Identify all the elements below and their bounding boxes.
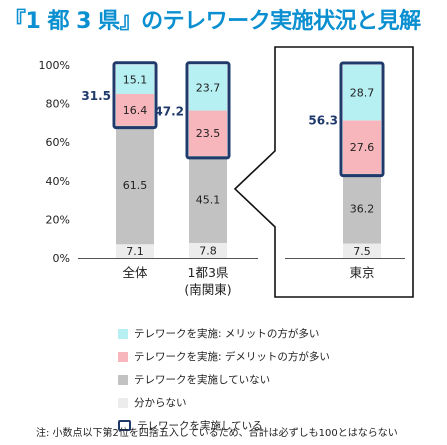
data-label: 27.6 [350, 141, 375, 154]
implemented-outline [339, 61, 385, 178]
x-tick-label: 1都3県 [188, 265, 229, 280]
legend-item-unknown: 分からない [118, 391, 438, 414]
bar-segment-merit [116, 64, 154, 94]
x-tick-label: 東京 [349, 265, 374, 280]
bar-segment-not_implemented [343, 173, 381, 244]
legend-label: 分からない [134, 397, 187, 409]
legend-outline-implemented [118, 420, 131, 431]
data-label: 23.5 [196, 127, 221, 140]
implemented-total-label: 31.5 [81, 89, 111, 103]
bar-segment-not_implemented [189, 155, 227, 243]
x-tick-sublabel: (南関東) [184, 282, 231, 297]
data-label: 36.2 [350, 203, 375, 216]
y-tick-label: 20% [46, 213, 70, 226]
legend-item-not-implemented: テレワークを実施していない [118, 368, 438, 391]
y-tick-label: 80% [46, 98, 70, 111]
legend: テレワークを実施: メリットの方が多い テレワークを実施: デメリットの方が多い… [118, 322, 438, 437]
bar-segment-demerit [343, 120, 381, 174]
bar-segment-unknown [343, 243, 381, 258]
data-label: 28.7 [350, 87, 375, 100]
legend-item-implemented: テレワークを実施している [118, 414, 438, 437]
y-tick-label: 60% [46, 136, 70, 149]
bar-segment-demerit [189, 110, 227, 156]
implemented-outline [112, 61, 158, 130]
bar-segment-demerit [116, 93, 154, 126]
chart-title: 『1 都 3 県』のテレワーク実施状況と見解 [4, 9, 421, 34]
bar-segment-merit [343, 65, 381, 121]
legend-label: テレワークを実施していない [134, 374, 271, 386]
data-label: 23.7 [196, 82, 221, 95]
implemented-total-label: 56.3 [308, 113, 338, 127]
legend-label: テレワークを実施: メリットの方が多い [134, 328, 320, 340]
data-label: 15.1 [123, 73, 148, 86]
legend-swatch-not-implemented [118, 374, 128, 385]
legend-swatch-demerit [118, 351, 128, 362]
data-label: 7.1 [126, 245, 144, 258]
x-tick-label: 全体 [122, 265, 148, 280]
bar-segment-unknown [189, 242, 227, 258]
implemented-total-label: 47.2 [154, 104, 184, 118]
stacked-bar-chart: 0% 20% 40% 60% 80% 100% 7.1 61.5 16.4 15.1 31.5 全体 7… [39, 46, 414, 298]
legend-item-demerit: テレワークを実施: デメリットの方が多い [118, 345, 438, 368]
callout-box [233, 46, 414, 298]
legend-label: テレワークを実施: デメリットの方が多い [134, 351, 330, 363]
data-label: 61.5 [123, 179, 148, 192]
y-tick-label: 40% [46, 175, 70, 188]
legend-item-merit: テレワークを実施: メリットの方が多い [118, 322, 438, 345]
legend-swatch-merit [118, 328, 128, 339]
data-label: 7.5 [353, 245, 371, 258]
bar-segment-merit [189, 64, 227, 111]
footnote: 注: 小数点以下第2位を四捨五入しているため、合計は必ずしも100とはならない [36, 428, 398, 439]
bar-segment-unknown [116, 244, 154, 258]
data-label: 45.1 [196, 193, 221, 206]
bar-segment-not_implemented [116, 125, 154, 245]
data-label: 7.8 [199, 244, 217, 257]
y-tick-label: 100% [39, 59, 70, 72]
legend-label: テレワークを実施している [137, 420, 263, 432]
implemented-outline [185, 61, 231, 160]
data-label: 16.4 [123, 104, 148, 117]
y-tick-label: 0% [53, 252, 70, 265]
legend-swatch-unknown [118, 397, 128, 408]
